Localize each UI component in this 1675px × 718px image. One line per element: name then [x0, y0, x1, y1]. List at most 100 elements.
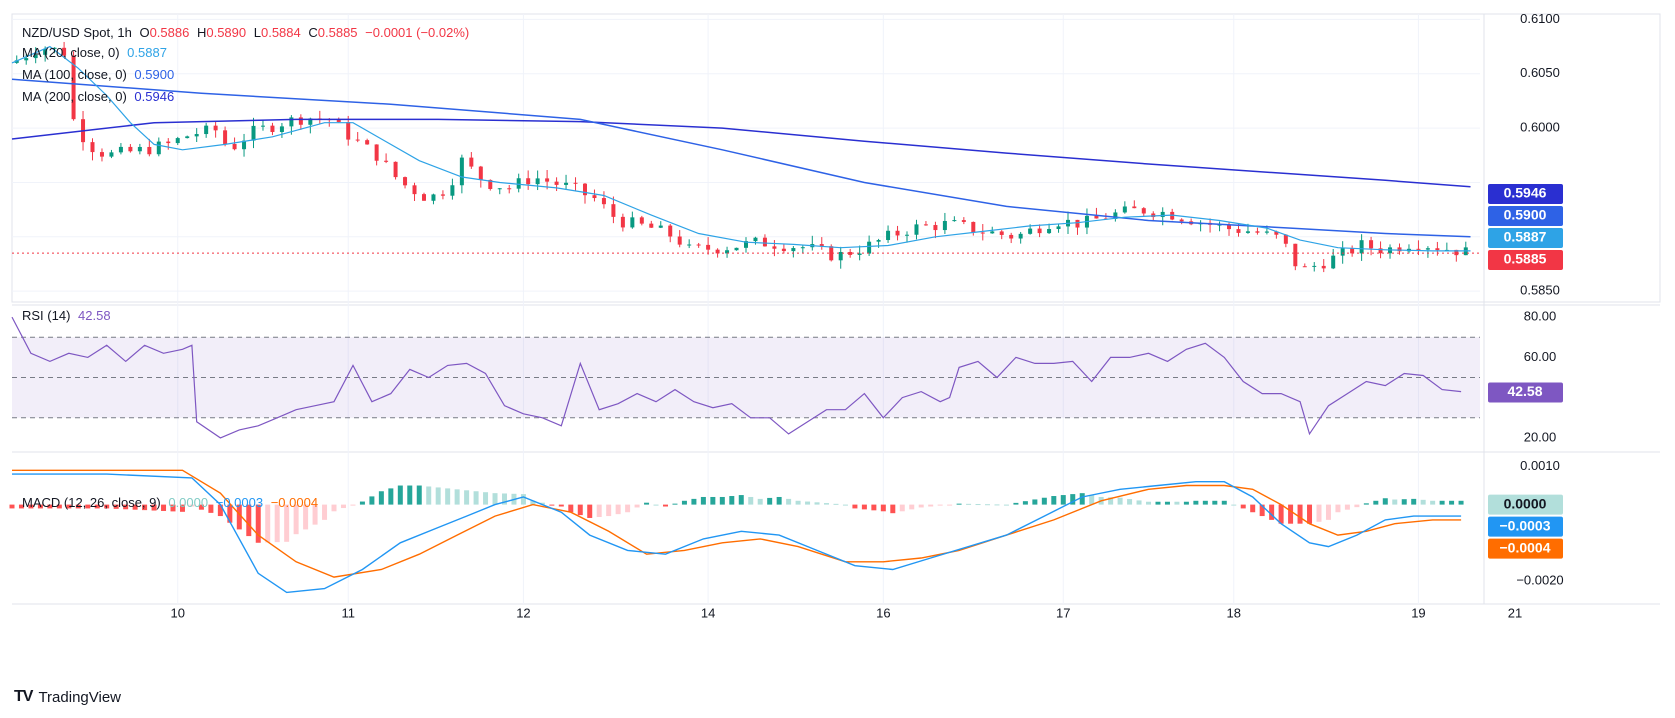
macd-histogram-bar — [265, 504, 271, 543]
macd-histogram-bar — [1250, 504, 1256, 513]
candle-body — [374, 144, 379, 161]
macd-histogram-bar — [719, 496, 725, 505]
rsi-tag: 42.58 — [1507, 383, 1542, 399]
macd-tag: −0.0003 — [1500, 517, 1551, 533]
macd-histogram-bar — [909, 504, 915, 510]
symbol-label: NZD/USD Spot, 1h — [22, 25, 132, 40]
macd-histogram-bar — [123, 504, 129, 510]
macd-histogram-bar — [994, 504, 1000, 506]
macd-histogram-bar — [966, 503, 972, 505]
candle-body — [744, 241, 748, 248]
macd-histogram-bar — [473, 491, 479, 505]
candle-body — [1321, 265, 1326, 269]
macd-histogram-bar — [37, 504, 43, 509]
macd-histogram-bar — [369, 496, 375, 505]
low-value: 0.5884 — [260, 25, 301, 40]
macd-histogram-bar — [350, 504, 356, 506]
time-tick-label: 14 — [701, 605, 715, 620]
candle-body — [109, 152, 114, 157]
macd-histogram-bar — [644, 502, 650, 505]
candle-body — [762, 237, 767, 247]
ma100-legend[interactable]: MA (100, close, 0) 0.5900 — [22, 67, 178, 82]
candle-body — [336, 119, 341, 123]
macd-histogram-bar — [558, 504, 564, 507]
macd-histogram-bar — [1307, 504, 1313, 524]
macd-signal-value: −0.0004 — [270, 495, 319, 510]
candle-body — [99, 152, 104, 157]
macd-histogram-bar — [947, 504, 953, 506]
macd-histogram-bar — [786, 498, 792, 505]
candle-body — [620, 216, 625, 228]
ma20-value: 0.5887 — [127, 45, 167, 60]
macd-histogram-bar — [1231, 504, 1237, 506]
candle-body — [488, 179, 493, 189]
macd-histogram-bar — [842, 504, 848, 506]
macd-histogram-bar — [805, 501, 811, 505]
candle-body — [1122, 206, 1127, 213]
rsi-legend[interactable]: RSI (14) 42.58 — [22, 308, 115, 323]
ma200-legend[interactable]: MA (200, close, 0) 0.5946 — [22, 89, 178, 104]
macd-histogram-bar — [170, 504, 176, 512]
candle-body — [469, 157, 474, 167]
macd-histogram-bar — [293, 504, 299, 535]
macd-histogram-bar — [416, 485, 422, 505]
macd-line — [12, 473, 1462, 594]
macd-histogram-bar — [217, 504, 223, 517]
macd-tick-label: −0.0020 — [1516, 572, 1563, 587]
macd-histogram-bar — [871, 504, 877, 511]
change-value: −0.0001 (−0.02%) — [365, 25, 470, 40]
candle-body — [838, 251, 843, 261]
candle-body — [1160, 211, 1165, 218]
candle-body — [677, 236, 682, 245]
macd-histogram-bar — [852, 504, 858, 509]
close-label: C — [308, 25, 318, 40]
high-value: 0.5890 — [206, 25, 247, 40]
macd-histogram-bar — [1070, 494, 1076, 505]
candle-body — [1075, 219, 1080, 228]
macd-tick-label: 0.0010 — [1520, 458, 1560, 473]
candle-body — [914, 224, 919, 235]
macd-histogram-bar — [568, 504, 574, 513]
candle-body — [260, 125, 265, 127]
macd-histogram-bar — [1079, 493, 1085, 505]
macd-histogram-bar — [539, 502, 545, 505]
candle-body — [384, 160, 389, 162]
candle-body — [611, 204, 616, 217]
macd-histogram-bar — [1373, 500, 1379, 505]
candle-body — [1369, 240, 1374, 249]
rsi-label: RSI (14) — [22, 308, 71, 323]
candle-body — [24, 58, 29, 61]
macd-histogram-bar — [1202, 500, 1208, 505]
candle-body — [923, 224, 928, 226]
candle-body — [952, 220, 957, 222]
macd-histogram-bar — [1354, 504, 1360, 508]
macd-legend[interactable]: MACD (12, 26, close, 9) 0.0000 −0.0003 −… — [22, 495, 322, 510]
macd-histogram-bar — [435, 487, 441, 505]
macd-tag-bg — [1488, 538, 1563, 559]
macd-histogram-bar — [445, 488, 451, 505]
candle-body — [251, 125, 256, 141]
candle-body — [1132, 206, 1137, 209]
macd-histogram-bar — [284, 504, 290, 542]
candle-body — [194, 134, 199, 137]
macd-histogram-bar — [18, 504, 24, 509]
macd-histogram-bar — [549, 504, 555, 506]
candle-body — [829, 246, 834, 261]
macd-histogram-bar — [587, 504, 593, 518]
price-tag-bg — [1488, 250, 1563, 270]
macd-histogram-bar — [1269, 504, 1275, 520]
macd-histogram-bar — [1212, 500, 1218, 505]
macd-histogram-bar — [918, 504, 924, 508]
ma20-legend[interactable]: MA (20, close, 0) 0.5887 — [22, 45, 171, 60]
candle-body — [1236, 229, 1241, 233]
candle-body — [1331, 255, 1336, 269]
macd-histogram-bar — [359, 501, 365, 505]
macd-histogram-bar — [483, 492, 489, 505]
candle-body — [658, 225, 663, 228]
tradingview-branding[interactable]: TV TradingView — [14, 688, 121, 706]
candle-body — [772, 246, 777, 249]
macd-histogram-bar — [1193, 500, 1199, 505]
macd-histogram-bar — [691, 498, 697, 505]
price-tag-bg — [1488, 228, 1563, 248]
